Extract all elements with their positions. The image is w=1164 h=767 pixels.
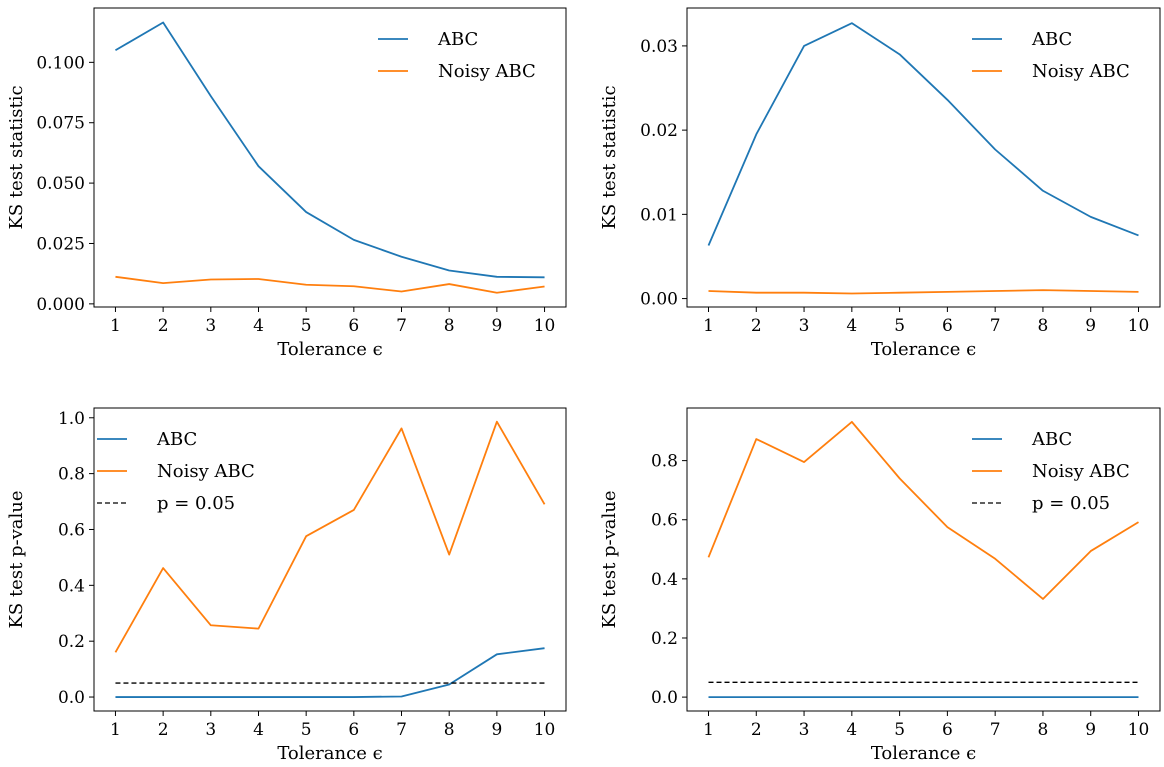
legend-label: ABC	[1031, 29, 1072, 50]
x-tick-label: 6	[348, 316, 359, 336]
series-line-abc	[707, 22, 1139, 246]
axes-frame	[686, 407, 1161, 712]
y-tick-label: 0.4	[58, 576, 85, 596]
x-tick-label: 6	[348, 720, 359, 740]
x-tick-label: 3	[205, 720, 216, 740]
y-tick-label: 0.4	[651, 570, 678, 590]
y-tick-label: 0.2	[58, 632, 85, 652]
legend-label: p = 0.05	[157, 493, 235, 514]
x-tick-label: 3	[205, 316, 216, 336]
chart-panel-bottom-right: 1 2 3 4 5 6 7 8 9 10 0.0 0.2 0.4 0.6 0.8 Tolerance ϵ KS …	[599, 407, 1161, 764]
legend-label: Noisy ABC	[438, 61, 536, 82]
x-tick-label: 3	[799, 316, 810, 336]
x-tick-label: 2	[751, 720, 762, 740]
x-tick-label: 4	[253, 720, 264, 740]
legend-label: ABC	[156, 429, 197, 450]
y-tick-label: 0.6	[58, 520, 85, 540]
legend-label: ABC	[437, 29, 478, 50]
y-tick-label: 0.000	[36, 295, 85, 315]
legend: ABC Noisy ABC p = 0.05	[97, 429, 255, 514]
x-tick-label: 9	[1085, 316, 1096, 336]
x-tick-label: 4	[846, 720, 857, 740]
x-axis-label: Tolerance ϵ	[871, 339, 976, 360]
y-tick-label: 0.8	[651, 452, 678, 472]
x-axis-label: Tolerance ϵ	[277, 743, 382, 764]
y-tick-label: 0.6	[651, 511, 678, 531]
y-tick-label: 1.0	[58, 409, 85, 429]
chart-panel-top-left: 1 2 3 4 5 6 7 8 9 10 0.000 0.025 0.050 0.075 0.100 Tole…	[6, 7, 567, 360]
x-tick-label: 4	[846, 316, 857, 336]
x-tick-label: 2	[158, 316, 169, 336]
legend: ABC Noisy ABC	[972, 29, 1130, 82]
x-tick-label: 1	[703, 316, 714, 336]
y-tick-label: 0.8	[58, 465, 85, 485]
x-tick-label: 8	[1038, 316, 1049, 336]
legend-label: Noisy ABC	[1032, 61, 1130, 82]
x-tick-label: 5	[894, 316, 905, 336]
x-tick-label: 6	[942, 316, 953, 336]
series-line-abc	[114, 21, 545, 279]
x-tick-label: 9	[491, 720, 502, 740]
legend-label: Noisy ABC	[157, 461, 255, 482]
series-line-noisy-abc	[707, 420, 1139, 600]
legend-label: ABC	[1031, 429, 1072, 450]
axes-frame	[686, 7, 1161, 308]
y-tick-label: 0.02	[640, 121, 678, 141]
x-tick-label: 8	[444, 720, 455, 740]
y-tick-label: 0.075	[36, 114, 85, 134]
y-tick-label: 0.025	[36, 234, 85, 254]
x-tick-label: 8	[444, 316, 455, 336]
axes-frame	[93, 407, 567, 712]
x-tick-label: 10	[1128, 720, 1150, 740]
x-tick-label: 5	[894, 720, 905, 740]
x-tick-label: 1	[703, 720, 714, 740]
x-tick-label: 9	[1085, 720, 1096, 740]
chart-panel-bottom-left: 1 2 3 4 5 6 7 8 9 10 0.0 0.2 0.4 0.6 0.8 1.0 Tolerance ϵ…	[6, 407, 567, 764]
series-line-noisy-abc	[115, 275, 545, 294]
x-tick-label: 9	[491, 316, 502, 336]
x-tick-label: 1	[110, 316, 121, 336]
x-axis-label: Tolerance ϵ	[277, 339, 382, 360]
legend: ABC Noisy ABC	[378, 29, 536, 82]
y-tick-label: 0.00	[640, 290, 678, 310]
x-tick-label: 7	[396, 720, 407, 740]
y-axis-label: KS test statistic	[6, 85, 27, 229]
legend-label: p = 0.05	[1032, 493, 1110, 514]
x-tick-label: 3	[799, 720, 810, 740]
y-axis-label: KS test p-value	[599, 490, 620, 628]
x-axis-label: Tolerance ϵ	[871, 743, 976, 764]
x-tick-label: 2	[751, 316, 762, 336]
legend: ABC Noisy ABC p = 0.05	[972, 429, 1130, 514]
x-tick-label: 6	[942, 720, 953, 740]
x-tick-label: 10	[1128, 316, 1150, 336]
x-tick-label: 10	[534, 720, 556, 740]
x-tick-label: 8	[1038, 720, 1049, 740]
y-tick-label: 0.050	[36, 174, 85, 194]
y-tick-label: 0.2	[651, 629, 678, 649]
y-axis-label: KS test statistic	[599, 85, 620, 229]
axes-frame	[93, 7, 567, 308]
x-tick-label: 5	[301, 316, 312, 336]
x-tick-label: 4	[253, 316, 264, 336]
series-line-abc	[115, 647, 545, 698]
x-tick-label: 1	[110, 720, 121, 740]
y-axis-label: KS test p-value	[6, 490, 27, 628]
series-line-noisy-abc	[114, 420, 546, 653]
x-tick-label: 2	[158, 720, 169, 740]
y-tick-label: 0.01	[640, 205, 678, 225]
y-tick-label: 0.0	[58, 688, 85, 708]
legend-label: Noisy ABC	[1032, 461, 1130, 482]
x-tick-label: 7	[396, 316, 407, 336]
chart-panel-top-right: 1 2 3 4 5 6 7 8 9 10 0.00 0.01 0.02 0.03 Tolerance ϵ KS…	[599, 7, 1161, 360]
x-tick-label: 7	[990, 720, 1001, 740]
y-tick-label: 0.0	[651, 688, 678, 708]
y-tick-label: 0.03	[640, 37, 678, 57]
series-line-noisy-abc	[708, 289, 1139, 295]
x-tick-label: 7	[990, 316, 1001, 336]
x-tick-label: 10	[534, 316, 556, 336]
x-tick-label: 5	[301, 720, 312, 740]
y-tick-label: 0.100	[36, 53, 85, 73]
